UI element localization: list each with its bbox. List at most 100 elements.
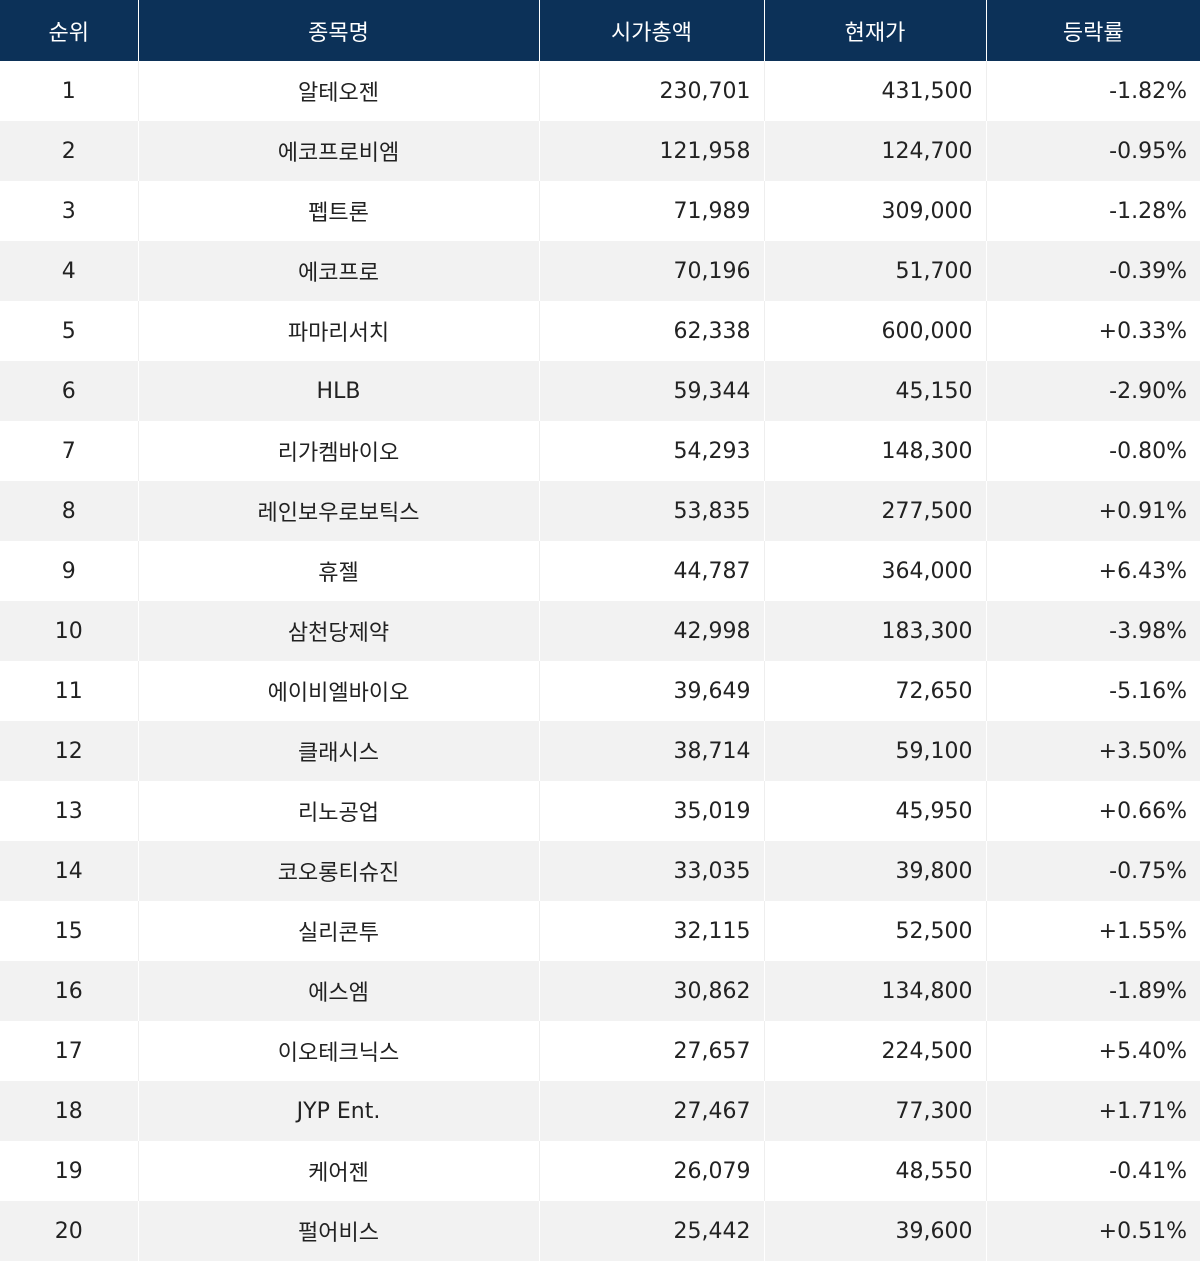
- table-row: 11 에이비엘바이오 39,649 72,650 -5.16%: [0, 661, 1200, 721]
- row-change-rate: -0.95%: [986, 121, 1200, 181]
- row-change-rate: +1.71%: [986, 1081, 1200, 1141]
- row-change-rate: -0.41%: [986, 1141, 1200, 1201]
- row-stock-name: 알테오젠: [138, 61, 540, 121]
- row-change-rate: -2.90%: [986, 361, 1200, 421]
- row-change-rate: -1.28%: [986, 181, 1200, 241]
- table-row: 8 레인보우로보틱스 53,835 277,500 +0.91%: [0, 481, 1200, 541]
- row-market-cap: 70,196: [539, 241, 765, 301]
- header-price: 현재가: [764, 0, 987, 61]
- row-price: 183,300: [764, 601, 987, 661]
- row-rank: 20: [0, 1201, 139, 1261]
- row-stock-name: 에코프로: [138, 241, 540, 301]
- row-change-rate: -1.82%: [986, 61, 1200, 121]
- row-rank: 1: [0, 61, 139, 121]
- row-market-cap: 53,835: [539, 481, 765, 541]
- row-change-rate: -0.39%: [986, 241, 1200, 301]
- row-price: 39,800: [764, 841, 987, 901]
- row-market-cap: 35,019: [539, 781, 765, 841]
- row-price: 48,550: [764, 1141, 987, 1201]
- row-price: 134,800: [764, 961, 987, 1021]
- row-change-rate: -1.89%: [986, 961, 1200, 1021]
- row-price: 600,000: [764, 301, 987, 361]
- table-row: 4 에코프로 70,196 51,700 -0.39%: [0, 241, 1200, 301]
- row-change-rate: +0.66%: [986, 781, 1200, 841]
- row-rank: 6: [0, 361, 139, 421]
- row-rank: 10: [0, 601, 139, 661]
- table-row: 18 JYP Ent. 27,467 77,300 +1.71%: [0, 1081, 1200, 1141]
- row-rank: 15: [0, 901, 139, 961]
- row-change-rate: -3.98%: [986, 601, 1200, 661]
- row-price: 59,100: [764, 721, 987, 781]
- row-market-cap: 30,862: [539, 961, 765, 1021]
- table-row: 5 파마리서치 62,338 600,000 +0.33%: [0, 301, 1200, 361]
- row-change-rate: +1.55%: [986, 901, 1200, 961]
- row-price: 72,650: [764, 661, 987, 721]
- row-market-cap: 54,293: [539, 421, 765, 481]
- row-market-cap: 62,338: [539, 301, 765, 361]
- row-change-rate: +5.40%: [986, 1021, 1200, 1081]
- table-row: 16 에스엠 30,862 134,800 -1.89%: [0, 961, 1200, 1021]
- row-price: 52,500: [764, 901, 987, 961]
- row-change-rate: +0.51%: [986, 1201, 1200, 1261]
- row-stock-name: 클래시스: [138, 721, 540, 781]
- row-change-rate: +0.91%: [986, 481, 1200, 541]
- table-row: 14 코오롱티슈진 33,035 39,800 -0.75%: [0, 841, 1200, 901]
- table-row: 1 알테오젠 230,701 431,500 -1.82%: [0, 61, 1200, 121]
- table-row: 10 삼천당제약 42,998 183,300 -3.98%: [0, 601, 1200, 661]
- header-name: 종목명: [138, 0, 540, 61]
- row-market-cap: 26,079: [539, 1141, 765, 1201]
- row-stock-name: 파마리서치: [138, 301, 540, 361]
- row-stock-name: 에스엠: [138, 961, 540, 1021]
- row-market-cap: 39,649: [539, 661, 765, 721]
- row-market-cap: 121,958: [539, 121, 765, 181]
- table-body: 1 알테오젠 230,701 431,500 -1.82% 2 에코프로비엠 121,958 1…: [0, 61, 1200, 1261]
- row-stock-name: JYP Ent.: [138, 1081, 540, 1141]
- table-row: 7 리가켐바이오 54,293 148,300 -0.80%: [0, 421, 1200, 481]
- row-price: 124,700: [764, 121, 987, 181]
- row-rank: 16: [0, 961, 139, 1021]
- table-header: 순위 종목명 시가총액 현재가 등락률: [0, 0, 1200, 61]
- row-stock-name: 리노공업: [138, 781, 540, 841]
- row-change-rate: +0.33%: [986, 301, 1200, 361]
- row-stock-name: 에이비엘바이오: [138, 661, 540, 721]
- row-market-cap: 27,467: [539, 1081, 765, 1141]
- header-market-cap: 시가총액: [539, 0, 765, 61]
- table-row: 6 HLB 59,344 45,150 -2.90%: [0, 361, 1200, 421]
- header-change: 등락률: [986, 0, 1200, 61]
- row-stock-name: 삼천당제약: [138, 601, 540, 661]
- row-market-cap: 27,657: [539, 1021, 765, 1081]
- row-stock-name: HLB: [138, 361, 540, 421]
- row-price: 309,000: [764, 181, 987, 241]
- row-change-rate: -0.80%: [986, 421, 1200, 481]
- row-rank: 7: [0, 421, 139, 481]
- row-stock-name: 케어젠: [138, 1141, 540, 1201]
- header-rank: 순위: [0, 0, 139, 61]
- row-price: 39,600: [764, 1201, 987, 1261]
- row-rank: 17: [0, 1021, 139, 1081]
- row-stock-name: 리가켐바이오: [138, 421, 540, 481]
- row-market-cap: 44,787: [539, 541, 765, 601]
- row-rank: 14: [0, 841, 139, 901]
- row-price: 148,300: [764, 421, 987, 481]
- row-rank: 3: [0, 181, 139, 241]
- row-rank: 11: [0, 661, 139, 721]
- table-row: 19 케어젠 26,079 48,550 -0.41%: [0, 1141, 1200, 1201]
- table-row: 15 실리콘투 32,115 52,500 +1.55%: [0, 901, 1200, 961]
- row-rank: 5: [0, 301, 139, 361]
- row-stock-name: 실리콘투: [138, 901, 540, 961]
- table-row: 9 휴젤 44,787 364,000 +6.43%: [0, 541, 1200, 601]
- table-row: 2 에코프로비엠 121,958 124,700 -0.95%: [0, 121, 1200, 181]
- row-rank: 13: [0, 781, 139, 841]
- row-price: 277,500: [764, 481, 987, 541]
- row-market-cap: 230,701: [539, 61, 765, 121]
- row-market-cap: 33,035: [539, 841, 765, 901]
- row-rank: 2: [0, 121, 139, 181]
- row-rank: 4: [0, 241, 139, 301]
- row-price: 431,500: [764, 61, 987, 121]
- row-change-rate: -5.16%: [986, 661, 1200, 721]
- row-rank: 18: [0, 1081, 139, 1141]
- row-stock-name: 휴젤: [138, 541, 540, 601]
- row-price: 51,700: [764, 241, 987, 301]
- row-change-rate: -0.75%: [986, 841, 1200, 901]
